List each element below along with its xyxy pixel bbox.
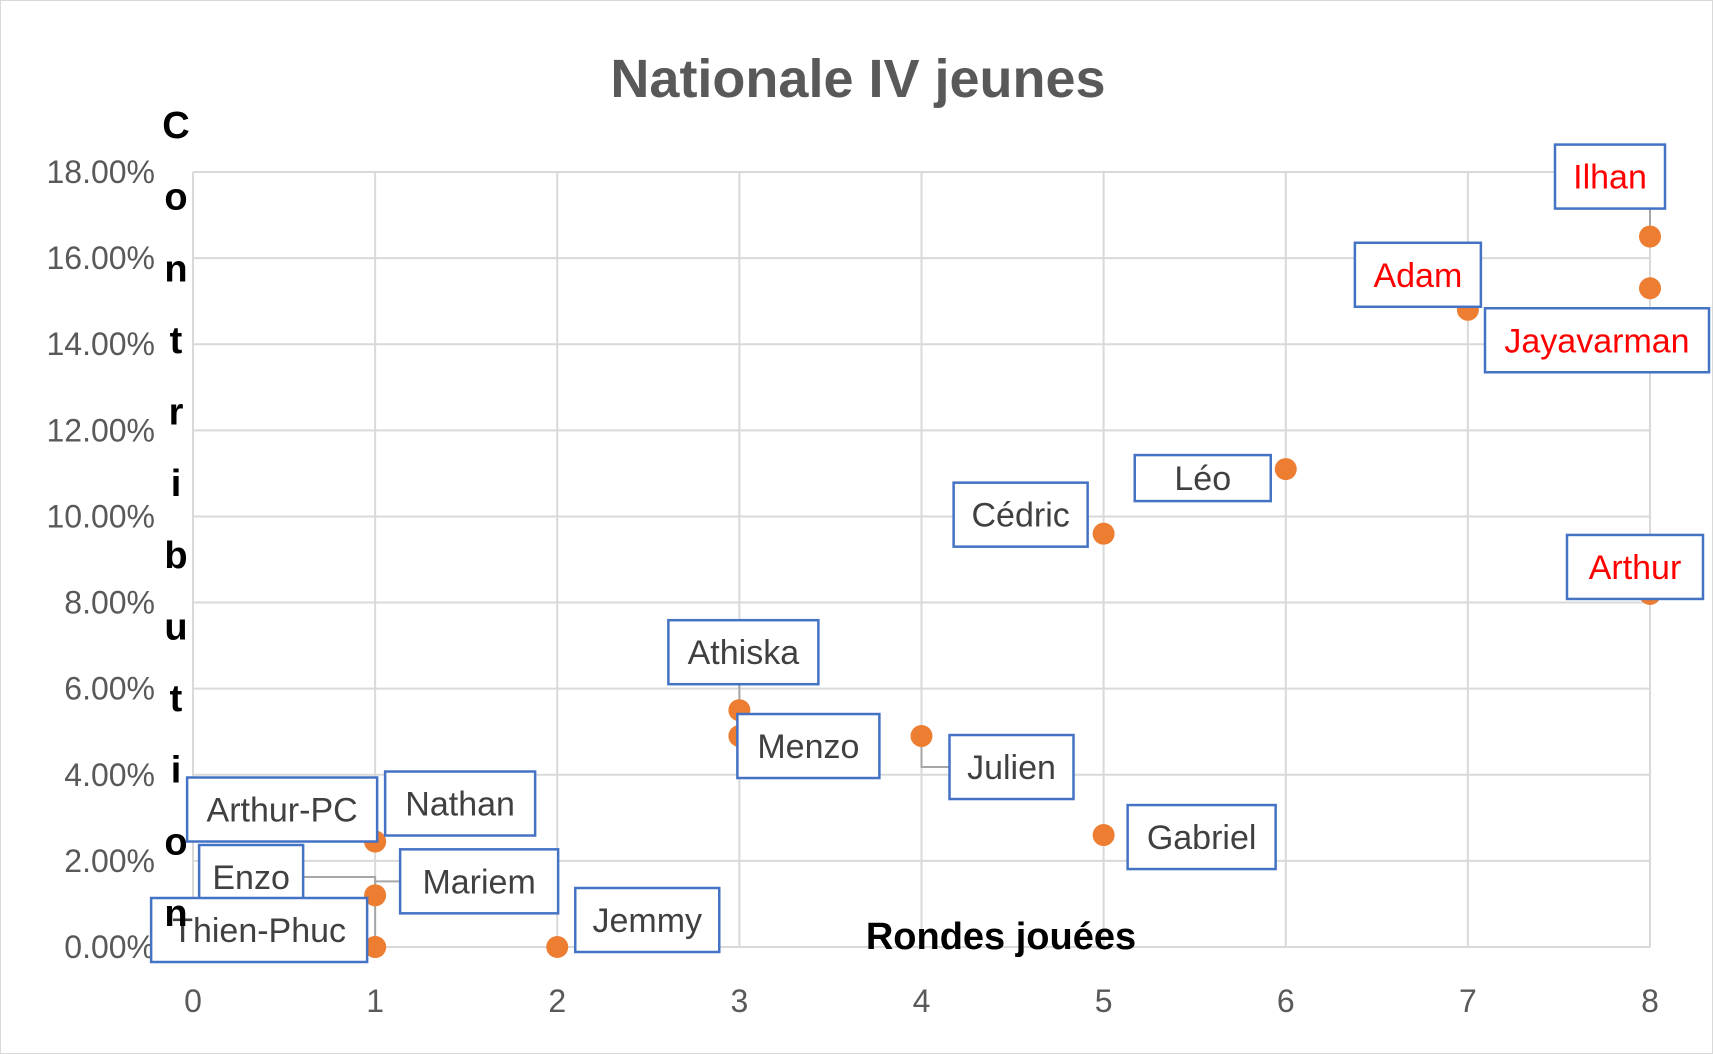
data-label-text: Adam: [1373, 257, 1462, 295]
x-tick-label: 7: [1459, 983, 1477, 1019]
data-label-text: Léo: [1174, 460, 1231, 498]
data-label-mariem: Mariem: [398, 848, 560, 915]
data-label-box: [1133, 453, 1272, 503]
tick-labels: 0.00% 2.00% 4.00% 6.00% 8.00% 10.00% 12.00% 14.…: [46, 154, 1658, 1019]
data-label-ilhan: Ilhan: [1553, 143, 1667, 210]
y-axis-title-letter: n: [164, 248, 187, 290]
y-axis-title-letter: b: [164, 535, 187, 577]
data-point-thien-phuc: [364, 936, 387, 958]
data-label-jayavarman: Jayavarman: [1483, 307, 1711, 374]
y-axis-title-letter: n: [164, 893, 187, 935]
y-tick-label: 14.00%: [46, 326, 155, 362]
data-label-box: [1353, 241, 1483, 309]
data-label-text: Arthur: [1589, 549, 1682, 587]
data-label-gabriel: Gabriel: [1126, 803, 1277, 871]
data-point-julien: [910, 725, 933, 748]
data-label-text: Jemmy: [592, 902, 702, 940]
data-point-ilhan: [1639, 225, 1661, 248]
data-label-box: [149, 896, 369, 964]
x-tick-label: 4: [913, 983, 931, 1019]
x-tick-label: 8: [1641, 983, 1659, 1019]
data-label-box: [736, 712, 881, 780]
data-label-thien-phuc: Thien-Phuc: [149, 896, 369, 964]
data-label-box: [1553, 143, 1667, 210]
y-tick-label: 16.00%: [46, 240, 155, 276]
data-label-text: Nathan: [405, 786, 515, 824]
x-tick-label: 5: [1095, 983, 1113, 1019]
data-label-box: [574, 886, 721, 954]
data-label-enzo: Enzo: [197, 843, 305, 911]
y-tick-label: 10.00%: [46, 498, 155, 534]
data-label-adam: Adam: [1353, 241, 1483, 309]
data-label-athiska: Athiska: [667, 618, 820, 686]
y-tick-label: 0.00%: [64, 929, 155, 965]
data-label-box: [398, 848, 560, 915]
data-label-text: Enzo: [212, 859, 290, 897]
data-label-text: Cédric: [972, 497, 1070, 535]
data-point-jayavarman: [1639, 277, 1661, 300]
data-label-text: Jayavarman: [1504, 322, 1689, 360]
y-axis-title-letter: o: [164, 177, 187, 219]
data-label-box: [383, 770, 537, 837]
data-label-text: Gabriel: [1147, 819, 1257, 857]
data-label-box: [952, 481, 1089, 548]
data-point-c-dric: [1092, 522, 1115, 545]
data-point-jemmy: [546, 936, 569, 958]
x-tick-label: 6: [1277, 983, 1295, 1019]
x-axis-title: Rondes jouées: [866, 916, 1136, 958]
data-label-text: Ilhan: [1573, 159, 1647, 197]
y-tick-label: 6.00%: [64, 671, 155, 707]
data-label-box: [185, 776, 379, 843]
data-label-text: Arthur-PC: [207, 792, 358, 830]
y-axis-title-letter: i: [171, 750, 182, 792]
chart-title: Nationale IV jeunes: [610, 49, 1105, 109]
y-tick-label: 8.00%: [64, 585, 155, 621]
y-tick-label: 12.00%: [46, 412, 155, 448]
data-point-gabriel: [1092, 824, 1115, 847]
y-axis-title-letter: r: [169, 392, 184, 434]
y-tick-label: 4.00%: [64, 757, 155, 793]
y-axis-title-letter: t: [170, 678, 183, 720]
gridlines: [192, 171, 1651, 948]
data-label-text: Thien-Phuc: [172, 912, 346, 950]
data-label-text: Menzo: [757, 728, 859, 766]
y-axis-title-letter: i: [171, 463, 182, 505]
data-label-arthur-pc: Arthur-PC: [185, 776, 379, 843]
y-tick-label: 2.00%: [64, 843, 155, 879]
data-label-arthur: Arthur: [1565, 533, 1705, 601]
x-tick-label: 2: [548, 983, 566, 1019]
data-label-julien: Julien: [948, 733, 1075, 801]
data-label-text: Athiska: [688, 634, 800, 672]
y-axis-title-letter: u: [164, 606, 187, 648]
leader-line: [303, 876, 377, 947]
data-label-box: [1565, 533, 1705, 601]
data-label-box: [667, 618, 820, 686]
y-axis-title-letter: o: [164, 821, 187, 863]
data-label-box: [1126, 803, 1277, 871]
data-label-box: [948, 733, 1075, 801]
x-tick-label: 3: [730, 983, 748, 1019]
data-label-c-dric: Cédric: [952, 481, 1089, 548]
data-label-jemmy: Jemmy: [574, 886, 721, 954]
data-label-l-o: Léo: [1133, 453, 1272, 503]
data-point-l-o: [1274, 458, 1297, 481]
y-axis-title-letter: C: [162, 105, 189, 147]
x-tick-label: 0: [184, 983, 202, 1019]
data-label-menzo: Menzo: [736, 712, 881, 780]
data-labels: Ilhan Jayavarman Adam Arthur Léo Cédric Athisk…: [149, 143, 1711, 964]
y-axis-title-letter: t: [170, 320, 183, 362]
y-tick-label: 18.00%: [46, 154, 155, 190]
data-label-text: Julien: [967, 749, 1056, 787]
data-label-box: [1483, 307, 1711, 374]
x-tick-label: 1: [366, 983, 384, 1019]
data-point-mariem: [364, 884, 387, 907]
data-label-text: Mariem: [422, 863, 535, 901]
data-label-nathan: Nathan: [383, 770, 537, 837]
